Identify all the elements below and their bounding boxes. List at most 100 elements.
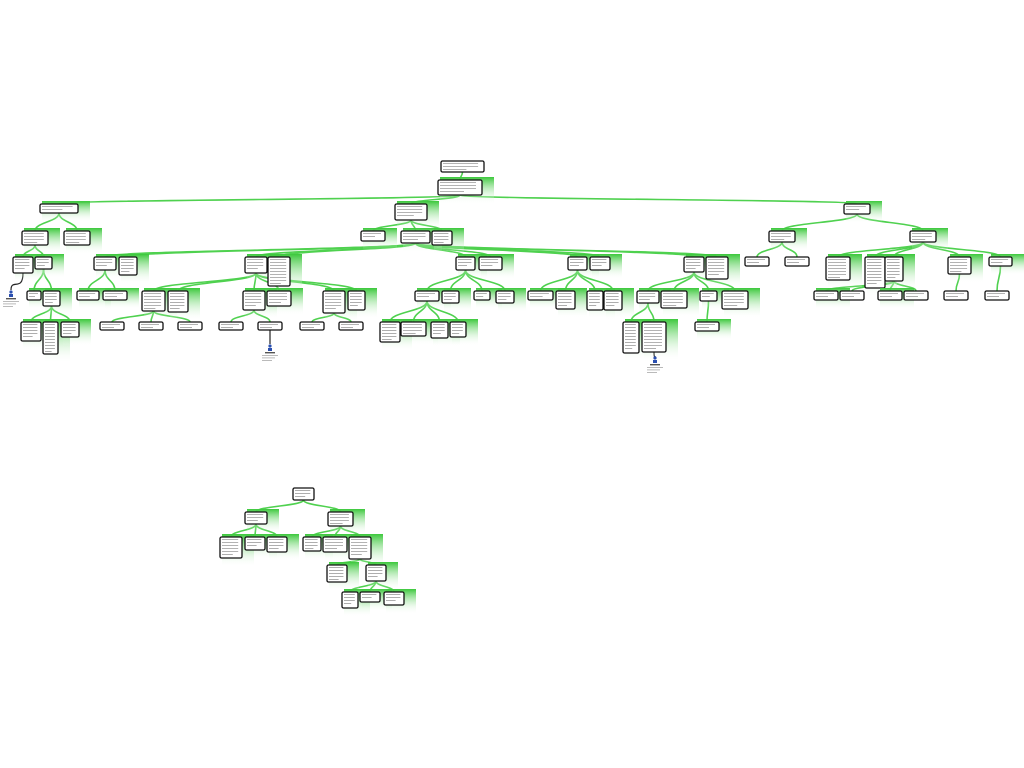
node-box [839, 290, 865, 301]
mind-map-node[interactable] [843, 201, 882, 223]
node-box [42, 321, 59, 355]
node-box [636, 290, 660, 304]
mind-map-node[interactable] [102, 288, 139, 309]
node-box [292, 487, 315, 501]
mind-map-node[interactable] [478, 254, 514, 279]
mind-map-node[interactable] [449, 319, 478, 346]
mind-map-node[interactable] [341, 589, 370, 617]
mind-map-node[interactable] [327, 509, 365, 535]
node-box [943, 290, 969, 301]
mind-map-node[interactable] [768, 228, 807, 251]
mind-map-node[interactable] [440, 160, 485, 173]
mind-map-node[interactable] [365, 562, 398, 590]
mind-map-node[interactable] [603, 288, 634, 319]
mind-map-node[interactable] [60, 319, 91, 346]
mind-map-node[interactable] [839, 290, 865, 301]
mind-map-node[interactable] [257, 321, 283, 331]
mind-map-node[interactable] [784, 256, 810, 267]
mind-map-node[interactable] [218, 321, 244, 331]
mind-map-node[interactable] [589, 254, 622, 279]
mind-map-node[interactable] [825, 254, 862, 289]
mind-map-node[interactable] [244, 509, 279, 533]
mind-map-node[interactable] [266, 534, 299, 561]
node-box [39, 203, 79, 214]
node-box [473, 290, 491, 301]
mind-map-node[interactable] [909, 228, 948, 251]
node-box [34, 256, 53, 270]
mind-map-node[interactable] [744, 256, 770, 267]
person-label [650, 364, 660, 366]
mind-map-node[interactable] [39, 201, 90, 222]
mind-map-node[interactable] [177, 321, 203, 331]
person-icon[interactable] [262, 344, 278, 361]
node-box [441, 290, 460, 304]
mind-map-node[interactable] [705, 254, 740, 288]
node-box [744, 256, 770, 267]
mind-map-node[interactable] [555, 288, 587, 318]
person-caption-line [262, 360, 272, 361]
node-box [884, 256, 904, 282]
node-box [414, 290, 440, 302]
mind-map-node[interactable] [437, 177, 494, 204]
mind-map-node[interactable] [42, 288, 72, 315]
mind-map-node[interactable] [118, 254, 149, 284]
mind-map-node[interactable] [903, 290, 929, 301]
mind-map-node[interactable] [441, 288, 471, 312]
node-box [705, 256, 729, 280]
node-box [359, 591, 381, 603]
mind-map-node[interactable] [884, 254, 915, 290]
node-box [338, 321, 364, 331]
node-box [478, 256, 503, 271]
mind-map-node[interactable] [431, 228, 464, 254]
node-box [527, 290, 554, 301]
person-icon[interactable] [647, 356, 663, 373]
mind-map-node[interactable] [347, 288, 377, 319]
mind-map-node[interactable] [495, 288, 526, 312]
person-caption-line [3, 303, 16, 305]
node-box [348, 536, 372, 560]
mind-map-node[interactable] [99, 321, 125, 331]
mind-map-node[interactable] [292, 487, 315, 501]
node-box [76, 290, 100, 301]
mind-map-node[interactable] [360, 228, 397, 250]
mind-map-node[interactable] [299, 321, 325, 331]
mind-map-node[interactable] [988, 254, 1024, 275]
nodes [3, 160, 1024, 617]
node-box [177, 321, 203, 331]
node-box [903, 290, 929, 301]
mind-map-node[interactable] [34, 254, 64, 278]
mind-map-node[interactable] [167, 288, 200, 321]
person-caption-line [262, 357, 275, 359]
person-caption-line [647, 372, 657, 373]
mind-map-node[interactable] [984, 290, 1010, 301]
mind-map-node[interactable] [660, 288, 699, 317]
mind-map-node[interactable] [721, 288, 760, 318]
node-box [784, 256, 810, 267]
node-box [63, 230, 91, 246]
node-box [400, 321, 427, 337]
mind-map-node[interactable] [947, 254, 983, 283]
node-box [102, 290, 128, 301]
connectors [10, 171, 1002, 593]
mind-map-node[interactable] [266, 288, 303, 315]
mind-map-node[interactable] [21, 228, 60, 254]
node-box [394, 203, 428, 221]
mind-map-node[interactable] [338, 321, 364, 331]
node-box [218, 321, 244, 331]
mind-map-node[interactable] [641, 319, 678, 361]
mind-map-node[interactable] [694, 319, 731, 340]
mind-map-node[interactable] [943, 290, 969, 301]
mind-map-node[interactable] [383, 589, 416, 614]
person-caption-line [3, 306, 13, 307]
mind-map-node[interactable] [394, 201, 439, 229]
node-box [341, 591, 359, 609]
mind-map-node[interactable] [138, 321, 164, 331]
node-box [813, 290, 839, 301]
node-box [99, 321, 125, 331]
person-caption-line [647, 369, 660, 371]
node-box [26, 290, 42, 301]
mind-map-node[interactable] [63, 228, 102, 254]
mind-map-node[interactable] [326, 562, 359, 591]
person-icon[interactable] [3, 290, 19, 307]
node-box [431, 230, 453, 246]
